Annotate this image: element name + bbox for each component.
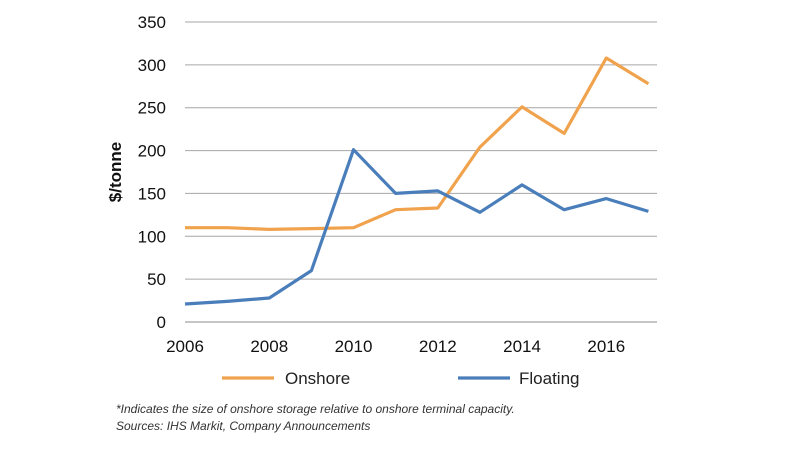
y-tick-label: 250 [138,99,166,118]
y-tick-label: 50 [147,270,166,289]
x-tick-label: 2008 [250,337,288,356]
legend-label-floating: Floating [519,369,579,388]
y-tick-label: 200 [138,142,166,161]
x-tick-label: 2012 [419,337,457,356]
x-tick-label: 2010 [335,337,373,356]
series-line-onshore [185,56,650,231]
x-tick-label: 2006 [166,337,204,356]
x-axis-ticks: 2006 2008 2010 2012 2014 2016 [166,337,625,356]
y-tick-label: 300 [138,56,166,75]
y-tick-label: 0 [157,313,166,332]
gridlines [185,21,657,323]
y-tick-label: 150 [138,184,166,203]
x-tick-label: 2016 [587,337,625,356]
y-axis-ticks: 0 50 100 150 200 250 300 350 [138,13,166,332]
series-lines [184,56,650,306]
y-tick-label: 100 [138,227,166,246]
y-axis-label: $/tonne [106,142,125,202]
x-tick-label: 2014 [503,337,541,356]
series-line-floating [184,148,649,306]
legend: Onshore Floating [222,369,579,388]
source-text: Sources: IHS Markit, Company Announcemen… [116,419,371,433]
y-tick-label: 350 [138,13,166,32]
legend-label-onshore: Onshore [285,369,350,388]
footnote-text: *Indicates the size of onshore storage r… [116,402,515,416]
